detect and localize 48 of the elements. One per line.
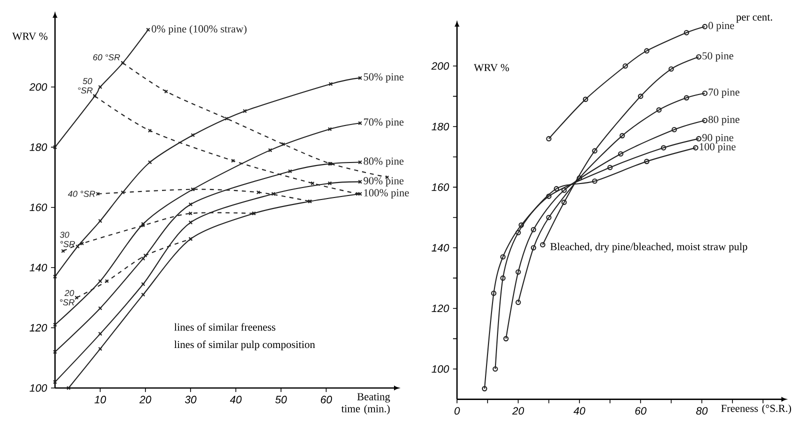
series-label: 20 °SR	[60, 290, 74, 306]
y-axis-title: WRV %	[12, 32, 48, 40]
y-tick-label: 160	[30, 204, 48, 212]
y-tick-label: 160	[432, 183, 450, 191]
series-label: 0 pine	[708, 22, 734, 32]
series-label: 100 pine	[700, 143, 736, 152]
series-label: 70 pine	[708, 88, 740, 98]
x-tick-label: 40	[230, 396, 242, 404]
y-tick-label: 120	[30, 324, 48, 332]
x-tick-label: 10	[94, 396, 106, 404]
y-tick-label: 140	[30, 264, 48, 272]
y-tick-label: 140	[432, 244, 450, 252]
series-label: 40 °SR	[68, 190, 96, 197]
legend-title: per cent.	[736, 14, 772, 23]
annotation: lines of similar freeness	[174, 323, 276, 331]
y-tick-label: 100	[30, 384, 48, 392]
x-tick-label: 30	[184, 396, 196, 404]
y-tick-label: 200	[29, 83, 48, 91]
series-label: 0% pine (100% straw)	[152, 24, 247, 35]
series-label: 100% pine	[364, 189, 409, 199]
y-axis-title: WRV %	[474, 64, 509, 72]
x-tick-label: 60	[635, 407, 646, 415]
y-tick-label: 100	[432, 365, 450, 373]
series-label: 60 °SR	[93, 54, 120, 60]
annotation: Bleached, dry pine/bleached, moist straw pulp	[550, 242, 748, 252]
x-axis-title: Freeness (°S.R.)	[721, 404, 792, 414]
series-label: 80% pine	[364, 158, 404, 167]
series-label: 50 pine	[702, 52, 734, 62]
x-axis-title: Beating time (min.)	[341, 393, 390, 414]
x-tick-label: 20	[139, 396, 152, 404]
series-label: 90 pine	[702, 134, 734, 144]
x-tick-label: 50	[275, 396, 287, 404]
series-label: 70% pine	[364, 118, 404, 128]
series-label: 90% pine	[364, 177, 404, 186]
y-tick-label: 200	[431, 62, 450, 70]
series-label: 50 °SR	[78, 78, 93, 94]
annotation: lines of similar pulp composition	[174, 340, 315, 350]
series-label: 80 pine	[708, 116, 740, 126]
x-tick-label: 40	[574, 407, 586, 415]
x-tick-label: 80	[696, 407, 708, 415]
x-tick-label: 60	[320, 396, 332, 404]
series-label: 30 °SR	[60, 232, 75, 248]
y-tick-label: 120	[432, 304, 450, 312]
x-tick-label: 20	[512, 407, 524, 415]
series-label: 50% pine	[364, 73, 404, 83]
x-tick-label: 0	[454, 407, 460, 415]
y-tick-label: 180	[30, 143, 48, 151]
y-tick-label: 180	[432, 122, 450, 130]
